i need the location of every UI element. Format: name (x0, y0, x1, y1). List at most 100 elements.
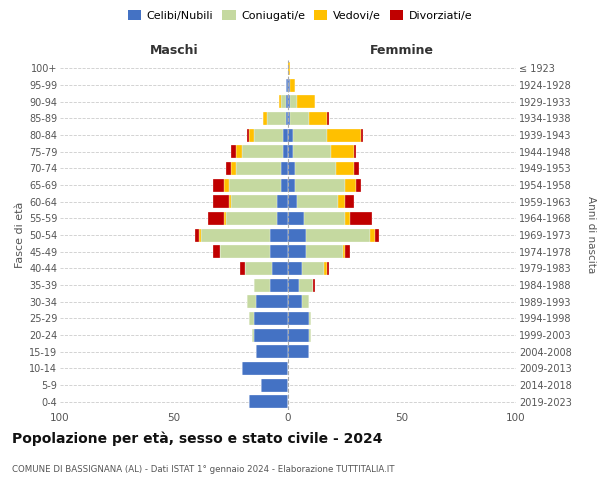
Bar (263, 112, 268, 125)
Bar (281, 95, 286, 108)
Bar (290, 78, 295, 92)
Bar (338, 195, 345, 208)
Bar (288, 278, 299, 291)
Legend: Celibi/Nubili, Coniugati/e, Vedovi/e, Divorziati/e: Celibi/Nubili, Coniugati/e, Vedovi/e, Di… (124, 6, 476, 25)
Bar (226, 162, 231, 175)
Bar (299, 278, 313, 291)
Bar (254, 278, 270, 291)
Bar (374, 228, 379, 241)
Bar (226, 212, 277, 225)
Bar (288, 295, 302, 308)
Bar (350, 212, 373, 225)
Bar (313, 278, 316, 291)
Bar (306, 245, 343, 258)
Bar (345, 178, 356, 192)
Bar (208, 212, 224, 225)
Bar (345, 212, 350, 225)
Bar (242, 145, 283, 158)
Bar (345, 195, 354, 208)
Bar (281, 162, 288, 175)
Bar (224, 212, 226, 225)
Bar (231, 162, 236, 175)
Bar (343, 245, 345, 258)
Bar (295, 162, 336, 175)
Bar (297, 195, 338, 208)
Bar (302, 295, 308, 308)
Bar (331, 145, 354, 158)
Bar (361, 128, 363, 141)
Bar (202, 228, 270, 241)
Bar (288, 162, 295, 175)
Bar (229, 178, 281, 192)
Text: Popolazione per età, sesso e stato civile - 2024: Popolazione per età, sesso e stato civil… (12, 431, 383, 446)
Text: Anni di nascita: Anni di nascita (586, 196, 596, 274)
Bar (297, 95, 316, 108)
Bar (286, 78, 288, 92)
Bar (288, 312, 308, 325)
Bar (288, 195, 297, 208)
Bar (254, 328, 288, 342)
Bar (236, 162, 281, 175)
Bar (308, 328, 311, 342)
Bar (213, 245, 220, 258)
Bar (288, 145, 293, 158)
Bar (247, 128, 249, 141)
Bar (286, 112, 288, 125)
Bar (242, 362, 288, 375)
Bar (327, 112, 329, 125)
Bar (249, 128, 254, 141)
Bar (283, 145, 288, 158)
Bar (288, 328, 308, 342)
Bar (327, 128, 361, 141)
Bar (288, 228, 306, 241)
Bar (354, 145, 356, 158)
Bar (254, 312, 288, 325)
Bar (229, 195, 231, 208)
Bar (304, 212, 345, 225)
Bar (260, 378, 288, 392)
Bar (354, 162, 359, 175)
Bar (213, 178, 224, 192)
Bar (325, 262, 327, 275)
Bar (308, 312, 311, 325)
Bar (288, 95, 290, 108)
Bar (288, 112, 290, 125)
Text: Maschi: Maschi (149, 44, 199, 57)
Bar (295, 178, 345, 192)
Bar (288, 345, 308, 358)
Bar (286, 95, 288, 108)
Bar (345, 245, 350, 258)
Bar (306, 228, 370, 241)
Bar (290, 95, 297, 108)
Bar (288, 128, 293, 141)
Bar (249, 312, 254, 325)
Bar (245, 262, 272, 275)
Bar (336, 162, 354, 175)
Bar (288, 212, 304, 225)
Bar (308, 112, 327, 125)
Bar (256, 345, 288, 358)
Bar (327, 262, 329, 275)
Bar (277, 195, 288, 208)
Bar (288, 262, 302, 275)
Bar (356, 178, 361, 192)
Bar (270, 278, 288, 291)
Bar (268, 112, 286, 125)
Bar (281, 178, 288, 192)
Bar (199, 228, 202, 241)
Bar (302, 262, 325, 275)
Bar (251, 328, 254, 342)
Bar (231, 195, 277, 208)
Bar (293, 128, 327, 141)
Bar (254, 128, 283, 141)
Bar (272, 262, 288, 275)
Bar (247, 295, 256, 308)
Text: COMUNE DI BASSIGNANA (AL) - Dati ISTAT 1° gennaio 2024 - Elaborazione TUTTITALIA: COMUNE DI BASSIGNANA (AL) - Dati ISTAT 1… (12, 466, 395, 474)
Bar (290, 112, 308, 125)
Bar (279, 95, 281, 108)
Bar (288, 245, 306, 258)
Bar (224, 178, 229, 192)
Bar (256, 295, 288, 308)
Bar (283, 128, 288, 141)
Y-axis label: Fasce di età: Fasce di età (14, 202, 25, 268)
